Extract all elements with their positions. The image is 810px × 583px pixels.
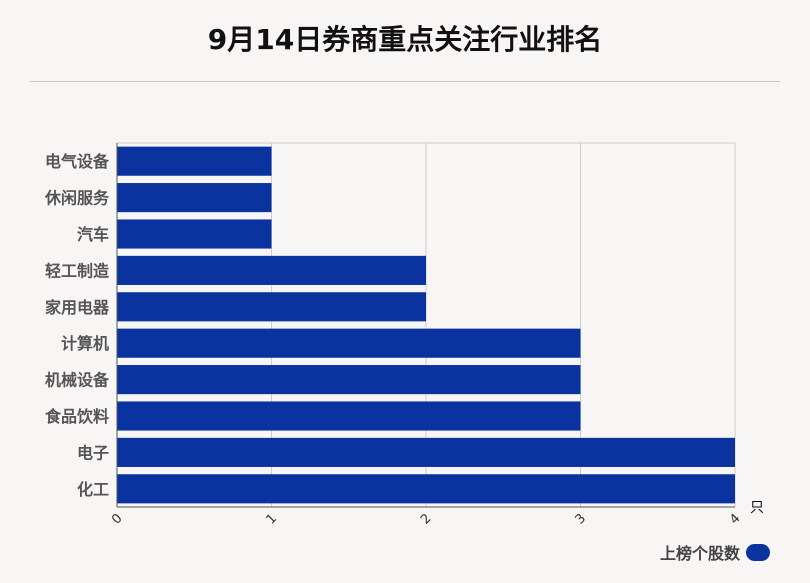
axes bbox=[116, 143, 735, 508]
category-label: 家用电器 bbox=[45, 298, 110, 317]
category-label: 轻工制造 bbox=[45, 261, 110, 280]
x-tick-label: 3 bbox=[573, 511, 589, 527]
bar bbox=[117, 292, 426, 322]
bar bbox=[117, 328, 581, 358]
category-label: 汽车 bbox=[77, 225, 109, 244]
legend-label: 上榜个股数 bbox=[659, 544, 740, 563]
x-tick-label: 4 bbox=[727, 511, 743, 527]
bar bbox=[117, 255, 426, 285]
x-tick-label: 0 bbox=[109, 511, 125, 527]
category-label: 计算机 bbox=[61, 334, 109, 353]
bar bbox=[117, 146, 272, 176]
category-label: 电子 bbox=[77, 443, 109, 462]
category-label: 休闲服务 bbox=[44, 189, 110, 208]
category-label: 机械设备 bbox=[45, 371, 110, 390]
x-tick-label: 2 bbox=[418, 511, 434, 527]
legend-swatch bbox=[746, 543, 770, 561]
legend: 上榜个股数 bbox=[660, 540, 770, 564]
x-tick-labels: 0 1 2 3 4 bbox=[109, 511, 743, 527]
bar bbox=[117, 401, 581, 431]
category-label: 食品饮料 bbox=[44, 407, 109, 426]
bar bbox=[117, 219, 272, 249]
title-divider bbox=[30, 81, 780, 82]
category-label: 电气设备 bbox=[45, 152, 110, 171]
x-tick-label: 1 bbox=[264, 511, 280, 527]
bar bbox=[117, 183, 272, 213]
bars bbox=[117, 146, 735, 504]
bar bbox=[117, 474, 735, 504]
category-label: 化工 bbox=[77, 480, 109, 499]
bar bbox=[117, 437, 735, 467]
x-unit-label: 只 bbox=[750, 500, 764, 516]
chart-title: 9月14日券商重点关注行业排名 bbox=[207, 23, 603, 56]
bar bbox=[117, 365, 581, 395]
